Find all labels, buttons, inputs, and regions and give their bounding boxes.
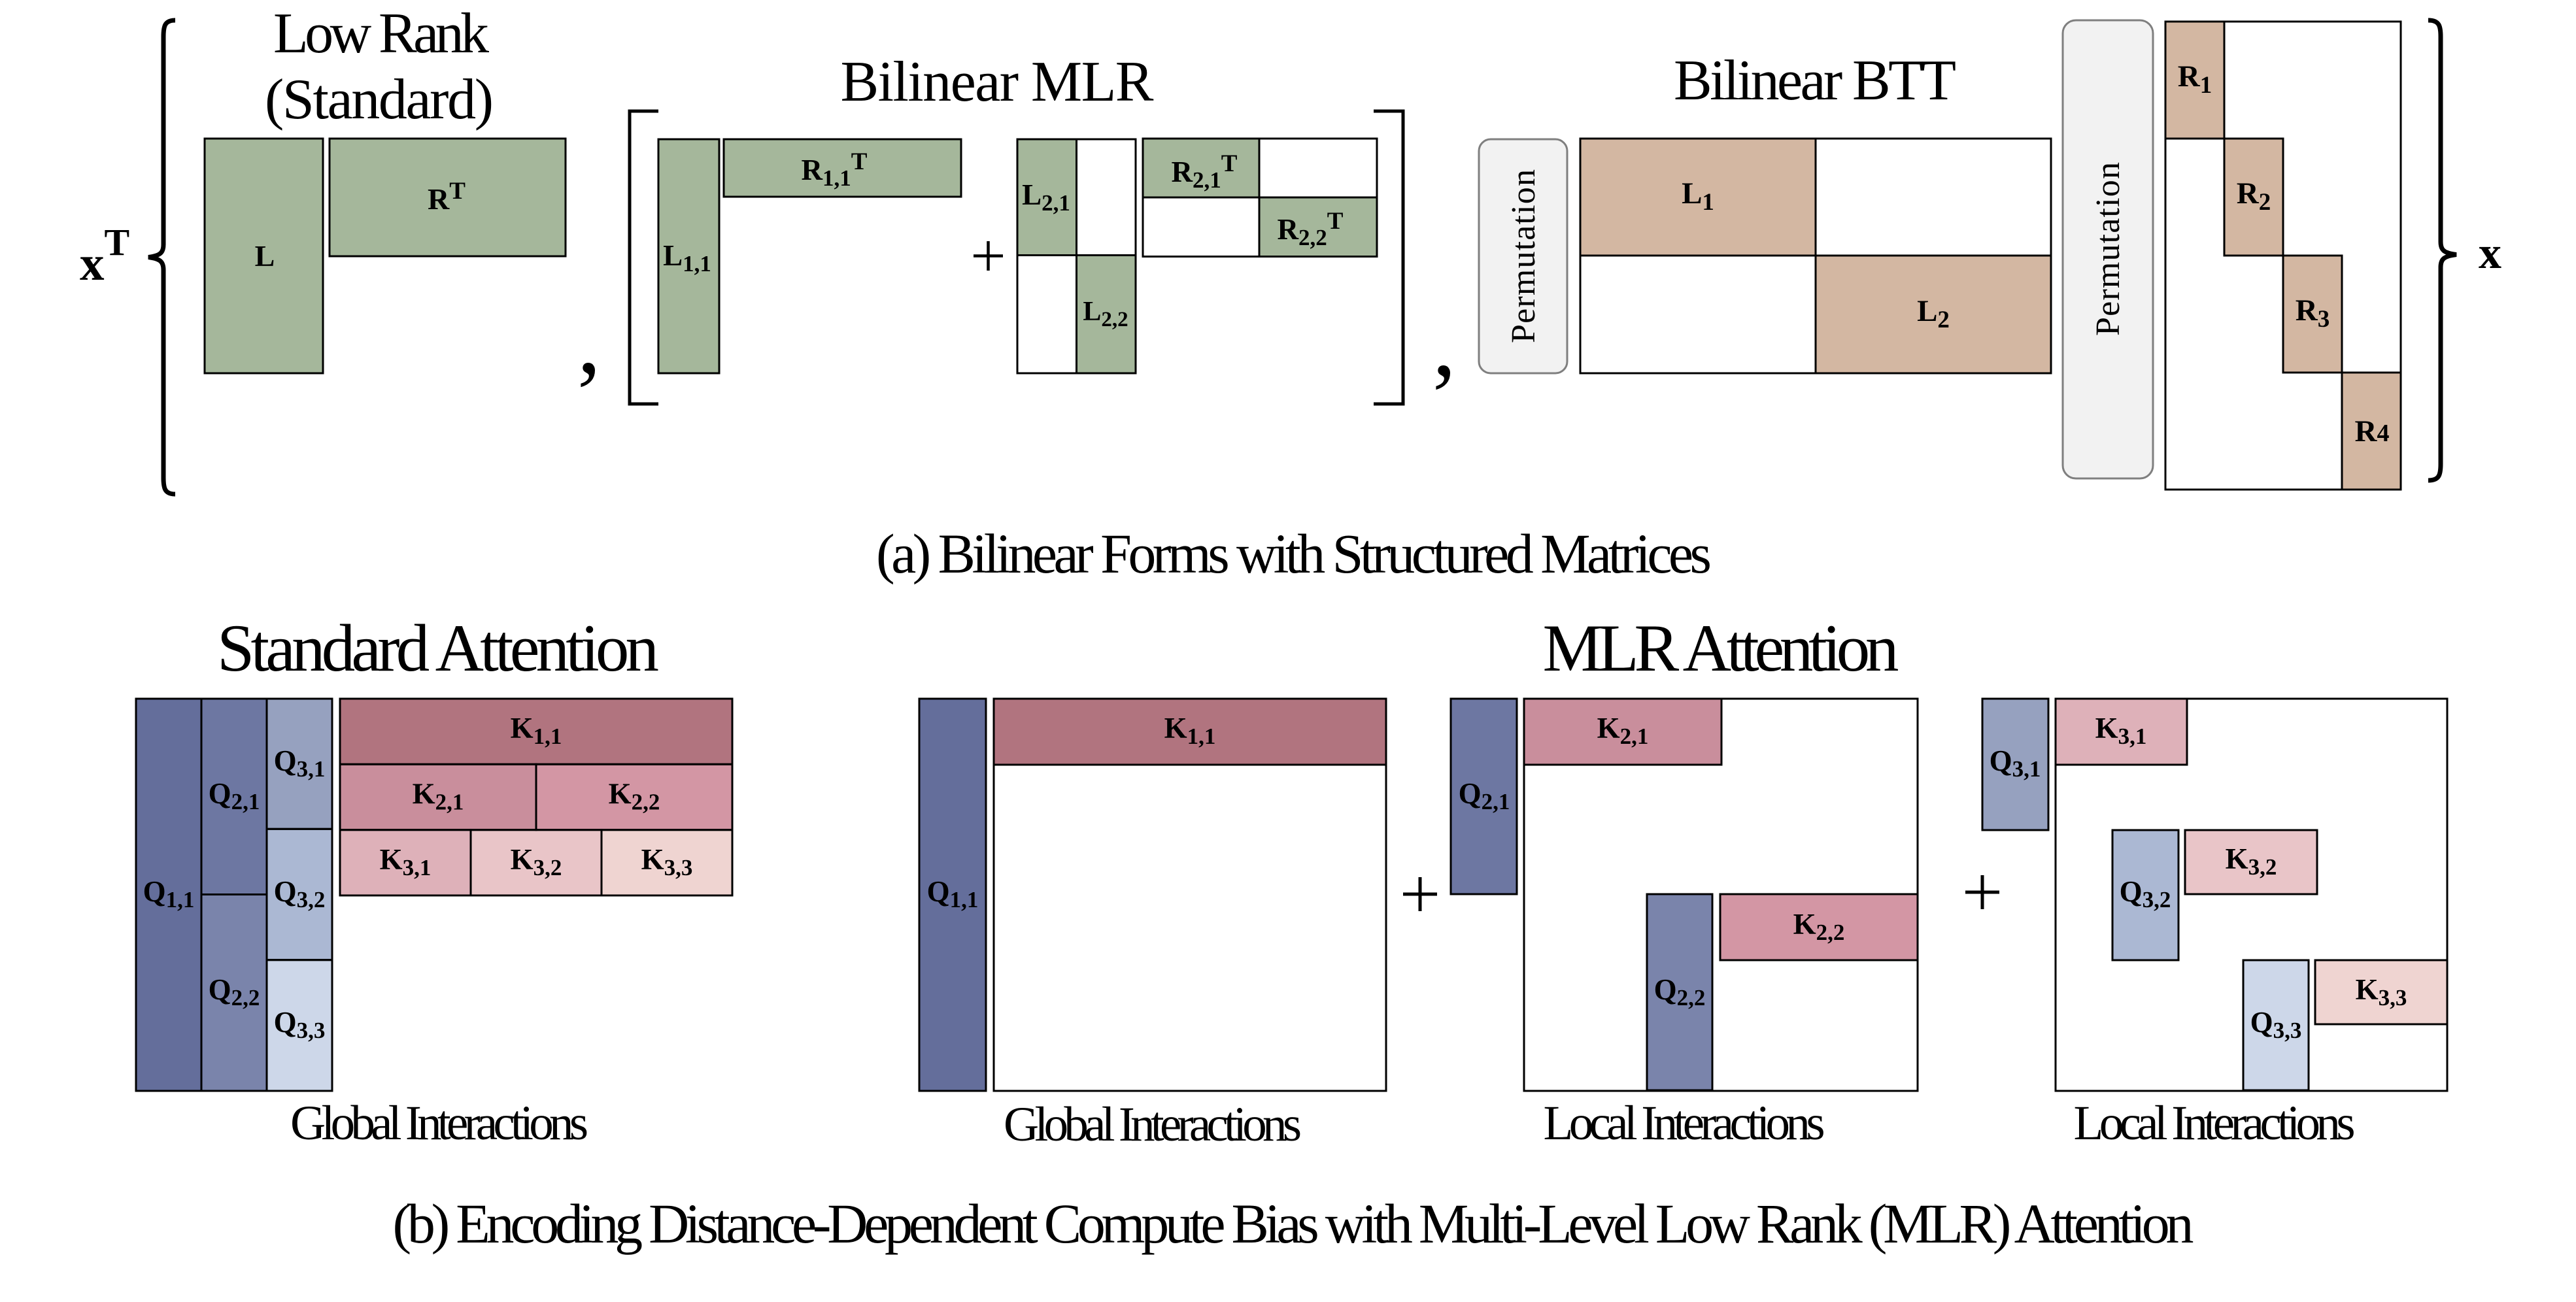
svg-text:,: , <box>577 289 601 393</box>
svg-text:L1,1: L1,1 <box>663 239 711 276</box>
svg-text:K3,2: K3,2 <box>511 843 562 880</box>
svg-text:Low Rank: Low Rank <box>273 2 489 65</box>
svg-text:R2: R2 <box>2237 176 2271 216</box>
svg-text:K3,1: K3,1 <box>380 843 432 880</box>
svg-text:Global Interactions: Global Interactions <box>1004 1097 1302 1152</box>
svg-text:L1: L1 <box>1682 176 1714 216</box>
svg-text:,: , <box>1432 292 1456 396</box>
svg-text:Q3,3: Q3,3 <box>2250 1006 2302 1043</box>
svg-text:Q2,2: Q2,2 <box>209 973 260 1010</box>
svg-text:K2,2: K2,2 <box>1793 908 1845 945</box>
svg-text:Permutation: Permutation <box>2090 162 2127 336</box>
svg-text:R1,1T: R1,1T <box>802 148 868 191</box>
svg-text:Q2,1: Q2,1 <box>1459 777 1510 814</box>
svg-text:K1,1: K1,1 <box>1164 712 1216 749</box>
svg-text:Global Interactions: Global Interactions <box>290 1096 588 1150</box>
svg-text:R3: R3 <box>2296 293 2330 333</box>
svg-text:Q1,1: Q1,1 <box>143 875 195 912</box>
svg-text:Q1,1: Q1,1 <box>927 875 979 912</box>
svg-text:K3,3: K3,3 <box>2356 973 2407 1010</box>
svg-text:Q3,2: Q3,2 <box>274 875 326 912</box>
svg-text:K3,3: K3,3 <box>641 843 693 880</box>
svg-text:R2,1T: R2,1T <box>1172 150 1238 193</box>
svg-text:x: x <box>2479 228 2501 278</box>
svg-text:Q2,2: Q2,2 <box>1654 973 1706 1010</box>
svg-text:K2,1: K2,1 <box>1597 712 1649 749</box>
svg-text:Permutation: Permutation <box>1505 169 1542 343</box>
svg-text:(b) Encoding Distance-Dependen: (b) Encoding Distance-Dependent Compute … <box>393 1192 2194 1255</box>
svg-text:(Standard): (Standard) <box>265 68 494 131</box>
svg-text:Bilinear MLR: Bilinear MLR <box>841 50 1154 114</box>
svg-text:K2,2: K2,2 <box>609 778 660 815</box>
svg-text:Q3,2: Q3,2 <box>2120 875 2171 912</box>
svg-text:L2,1: L2,1 <box>1022 178 1070 216</box>
svg-text:L2: L2 <box>1917 294 1950 333</box>
svg-text:Q2,1: Q2,1 <box>209 777 260 814</box>
svg-text:Local Interactions: Local Interactions <box>2074 1096 2356 1150</box>
svg-text:R2,2T: R2,2T <box>1278 208 1344 250</box>
svg-text:Q3,1: Q3,1 <box>1990 744 2041 782</box>
svg-text:R1: R1 <box>2178 59 2212 99</box>
svg-text:K2,1: K2,1 <box>413 778 464 815</box>
svg-text:(a) Bilinear Forms with Struct: (a) Bilinear Forms with Structured Matri… <box>876 522 1712 585</box>
svg-text:Q3,1: Q3,1 <box>274 744 326 782</box>
svg-text:Bilinear BTT: Bilinear BTT <box>1674 49 1956 112</box>
svg-text:L: L <box>255 239 275 273</box>
svg-text:K3,2: K3,2 <box>2226 843 2277 880</box>
svg-text:Local Interactions: Local Interactions <box>1544 1096 1825 1150</box>
svg-text:K3,1: K3,1 <box>2095 712 2147 749</box>
svg-text:Standard Attention: Standard Attention <box>217 611 659 686</box>
svg-text:MLR Attention: MLR Attention <box>1543 611 1899 686</box>
svg-text:L2,2: L2,2 <box>1083 297 1128 331</box>
svg-text:R4: R4 <box>2355 414 2390 448</box>
svg-text:K1,1: K1,1 <box>511 712 562 749</box>
svg-text:Q3,3: Q3,3 <box>274 1006 326 1043</box>
